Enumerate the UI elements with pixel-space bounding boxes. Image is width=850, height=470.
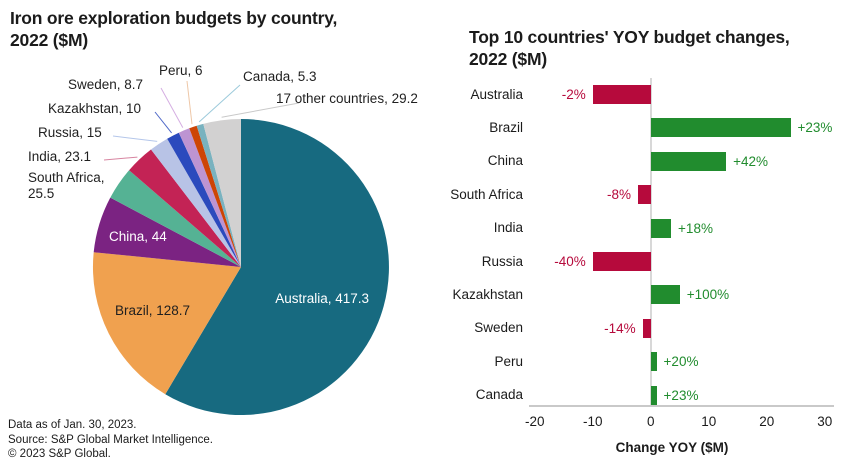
x-axis-title: Change YOY ($M) <box>615 440 729 455</box>
bar-category-label-china: China <box>487 153 523 169</box>
x-tick-label-neg10: -10 <box>582 414 603 429</box>
bar-peru <box>650 352 657 372</box>
pie-slice-17-other-countries <box>203 119 241 267</box>
pie-slice-russia <box>151 138 241 267</box>
pie-slice-label-china: China, 44 <box>109 229 167 244</box>
x-tick-label-20: 20 <box>759 414 775 429</box>
pie-slice-label-sweden: Sweden, 8.7 <box>68 77 144 92</box>
pie-slice-kazakhstan <box>167 132 241 267</box>
pie-chart-title-line2: 2022 ($M) <box>10 30 88 51</box>
footer-copyright: © 2023 S&P Global. <box>8 448 111 460</box>
bar-canada <box>650 385 657 405</box>
pie-slice-label-australia: Australia, 417.3 <box>275 291 369 306</box>
bar-south-africa <box>637 185 651 205</box>
pie-chart-title-line1: Iron ore exploration budgets by country, <box>10 8 338 28</box>
pie-slice-label-south-africa: South Africa, 25.5 <box>28 170 105 201</box>
pie-slice-label-canada: Canada, 5.3 <box>243 69 317 84</box>
bar-category-label-canada: Canada <box>475 387 523 403</box>
bar-category-label-brazil: Brazil <box>489 119 523 135</box>
pie-slice-china <box>93 197 241 267</box>
bar-value-label-india: +18% <box>678 220 713 236</box>
pie-slice-label-brazil: Brazil, 128.7 <box>115 303 191 318</box>
pie-leader-line-canada <box>198 84 241 123</box>
bar-sweden <box>642 318 651 338</box>
pie-slice-label-india: India, 23.1 <box>28 149 92 164</box>
bar-chart-title-line1: Top 10 countries' YOY budget changes, <box>469 27 790 47</box>
pie-slice-label-kazakhstan: Kazakhstan, 10 <box>48 101 142 116</box>
pie-slice-south-africa <box>110 170 241 267</box>
bar-india <box>650 218 672 238</box>
bar-category-label-sweden: Sweden <box>474 320 523 336</box>
bar-value-label-kazakhstan: +100% <box>686 287 730 303</box>
x-tick-label-0: 0 <box>646 414 655 429</box>
bar-category-label-australia: Australia <box>470 86 523 102</box>
x-tick-label-10: 10 <box>701 414 717 429</box>
pie-slice-brazil <box>92 252 241 395</box>
pie-chart-title: Iron ore exploration budgets by country,… <box>10 7 410 52</box>
pie-slice-australia <box>165 119 389 415</box>
x-tick-label-30: 30 <box>817 414 833 429</box>
bar-chart-title: Top 10 countries' YOY budget changes, 20… <box>469 26 839 71</box>
bar-category-label-kazakhstan: Kazakhstan <box>452 286 523 302</box>
pie-leader-line-17-other-countries <box>221 102 300 118</box>
footer: Data as of Jan. 30, 2023. Source: S&P Gl… <box>8 418 213 462</box>
footer-source: Source: S&P Global Market Intelligence. <box>8 433 213 446</box>
bar-australia <box>592 85 651 104</box>
bar-value-label-south-africa: -8% <box>606 187 631 203</box>
bar-china <box>650 151 727 171</box>
pie-leader-line-peru <box>186 80 193 125</box>
pie-slice-india <box>129 149 241 267</box>
bar-kazakhstan <box>650 285 680 305</box>
pie-slice-label-peru: Peru, 6 <box>159 63 203 78</box>
bar-category-label-south-africa: South Africa <box>450 186 523 202</box>
x-tick-label-neg20: -20 <box>524 414 545 429</box>
pie-slice-label-17-other-countries: 17 other countries, 29.2 <box>276 91 418 106</box>
bar-category-label-peru: Peru <box>494 353 523 369</box>
pie-slice-canada <box>196 123 241 268</box>
pie-slice-label-russia: Russia, 15 <box>38 125 102 140</box>
bar-category-label-russia: Russia <box>481 253 523 269</box>
bar-category-label-india: India <box>493 220 523 236</box>
pie-leader-line-sweden <box>160 87 184 128</box>
bar-value-label-brazil: +23% <box>797 120 833 136</box>
bar-chart-zero-line <box>650 78 652 405</box>
bar-russia <box>592 252 651 271</box>
bar-value-label-peru: +20% <box>663 354 699 370</box>
pie-slice-sweden <box>178 128 241 267</box>
pie-leader-line-kazakhstan <box>154 111 172 134</box>
pie-chart-labels: Australia, 417.3 Brazil, 128.7 China, 44 So… <box>28 63 418 318</box>
pie-chart <box>92 80 389 415</box>
pie-slice-peru <box>189 125 241 267</box>
bar-chart-title-line2: 2022 ($M) <box>469 49 547 70</box>
bar-value-label-australia: -2% <box>561 87 586 102</box>
bar-value-label-china: +42% <box>733 153 769 169</box>
bar-value-label-sweden: -14% <box>604 320 636 336</box>
bar-value-label-canada: +23% <box>663 387 699 403</box>
bar-value-label-russia: -40% <box>554 254 586 269</box>
footer-data-as-of: Data as of Jan. 30, 2023. <box>8 419 137 431</box>
bar-chart-x-axis-line <box>529 405 834 407</box>
bar-brazil <box>650 118 791 138</box>
pie-leader-line-russia <box>112 135 158 142</box>
pie-leader-line-india <box>103 156 138 161</box>
